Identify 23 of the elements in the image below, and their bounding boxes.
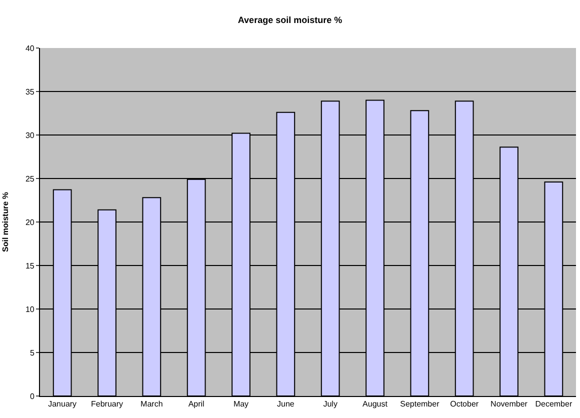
- x-tick-label: March: [140, 400, 163, 409]
- chart-title: Average soil moisture %: [238, 15, 342, 26]
- y-tick-label: 15: [25, 261, 35, 270]
- x-tick-label: August: [362, 400, 388, 409]
- y-tick-label: 5: [30, 348, 35, 358]
- y-tick-label: 25: [25, 174, 35, 184]
- x-tick-label: December: [535, 400, 572, 409]
- x-tick-label: November: [490, 400, 528, 409]
- x-tick-label: June: [276, 400, 295, 409]
- x-tick-label: February: [90, 400, 124, 409]
- y-tick-label: 40: [25, 44, 35, 53]
- y-tick-label: 10: [25, 304, 35, 314]
- y-axis-title: Soil moisture %: [1, 192, 10, 252]
- x-tick-label: October: [450, 400, 479, 409]
- y-tick-label: 20: [25, 218, 35, 227]
- y-tick-label: 30: [25, 130, 35, 140]
- y-tick-label: 35: [25, 87, 35, 96]
- x-tick-label: January: [48, 400, 77, 409]
- y-tick-label: 0: [30, 392, 35, 401]
- x-tick-label: July: [323, 400, 338, 409]
- x-tick-label: September: [400, 400, 440, 409]
- x-tick-label: April: [188, 400, 205, 409]
- x-tick-label: May: [233, 400, 249, 409]
